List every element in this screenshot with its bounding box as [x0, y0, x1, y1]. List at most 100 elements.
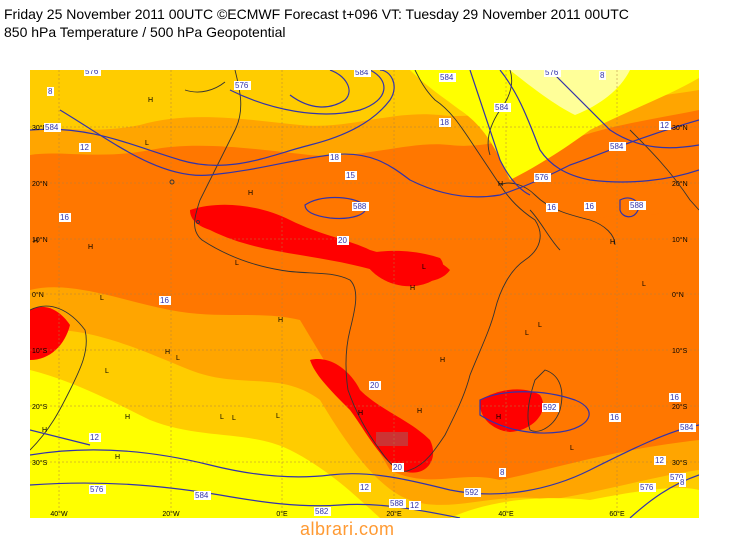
temperature-label-bg	[337, 236, 349, 245]
lat-label-right: 20°N	[672, 180, 688, 188]
temperature-label: 8	[500, 468, 505, 477]
temperature-label: 8	[680, 478, 685, 487]
arabia-coast	[499, 182, 616, 246]
temperature-label: 18	[440, 118, 449, 127]
temperature-label: 16	[60, 213, 69, 222]
temperature-label-bg	[79, 143, 91, 152]
africa-coast	[194, 69, 541, 472]
geopotential-label: 576	[90, 485, 104, 494]
pressure-mark: H	[115, 454, 120, 461]
lon-label-bottom: 60°E	[609, 510, 625, 518]
geopotential-label: 576	[535, 173, 549, 182]
geopotential-label: 576	[640, 483, 654, 492]
temperature-label-bg	[409, 501, 421, 510]
geopotential-label: 584	[195, 491, 209, 500]
contour-584	[59, 109, 700, 198]
graticule	[30, 70, 699, 518]
geopotential-label-bg	[314, 507, 331, 516]
temperature-label-bg	[499, 468, 506, 477]
geopotential-label-bg	[629, 201, 646, 210]
pressure-mark: L	[570, 445, 574, 452]
lat-label-right: 10°S	[672, 347, 688, 355]
pressure-mark: H	[410, 285, 415, 292]
temperature-label: 16	[160, 296, 169, 305]
pressure-mark: H	[248, 190, 253, 197]
red-sea-coast	[529, 209, 561, 251]
temperature-label-bg	[369, 381, 381, 390]
geopotential-label: 584	[495, 103, 509, 112]
temp-band-pale	[510, 70, 630, 115]
contour-576-ne	[549, 69, 700, 149]
contour-584-south	[29, 424, 700, 495]
pressure-mark: L	[642, 281, 646, 288]
temperature-label: 12	[660, 121, 669, 130]
pressure-mark: L	[235, 260, 239, 267]
temperature-label: 20	[338, 236, 347, 245]
lat-label-left: 10°N	[32, 236, 48, 244]
temperature-label: 8	[48, 87, 53, 96]
geopotential-label: 588	[630, 201, 644, 210]
temperature-label-bg	[159, 296, 171, 305]
geopotential-label-bg	[234, 81, 251, 90]
temperature-label-bg	[654, 456, 666, 465]
geopotential-label: 570	[670, 473, 684, 482]
brazil-hot-core	[30, 306, 70, 360]
pressure-mark: H	[125, 414, 130, 421]
pressure-mark: L	[232, 415, 236, 422]
pressure-mark: L	[538, 322, 542, 329]
pressure-mark: H	[440, 357, 445, 364]
temp-band-southeast-light	[450, 488, 699, 518]
temperature-label: 8	[600, 71, 605, 80]
geopotential-label: 588	[390, 499, 404, 508]
map-labels: 40°W20°W0°E20°E40°E60°E40°W20°W0°E20°E40…	[32, 62, 696, 518]
iberia-coast	[184, 81, 226, 93]
pressure-mark: L	[422, 264, 426, 271]
lat-label-left: 30°S	[32, 459, 48, 467]
pressure-mark: L	[220, 414, 224, 421]
india-coast	[629, 129, 700, 211]
map-canvas: 40°W20°W0°E20°E40°E60°E40°W20°W0°E20°E40…	[29, 62, 700, 519]
chart-subtitle: 850 hPa Temperature / 500 hPa Geopotenti…	[4, 24, 286, 40]
temperature-label: 12	[90, 433, 99, 442]
watermark: albrari.com	[300, 519, 395, 539]
lat-label-left: 20°N	[32, 180, 48, 188]
geopotential-label-bg	[534, 173, 551, 182]
geopotential-label-bg	[352, 202, 369, 211]
temperature-label-bg	[329, 153, 341, 162]
geopotential-label: 584	[440, 73, 454, 82]
temperature-label: 12	[80, 143, 89, 152]
temperature-label: 20	[370, 381, 379, 390]
lat-label-right: 10°N	[672, 236, 688, 244]
pressure-mark: H	[498, 181, 503, 188]
geopotential-label-bg	[89, 485, 106, 494]
pressure-mark: L	[100, 295, 104, 302]
central-africa-hot-core	[360, 250, 444, 287]
geopotential-label: 576	[235, 81, 249, 90]
geopotential-label: 588	[353, 202, 367, 211]
temperature-label-bg	[679, 478, 686, 487]
temperature-label: 16	[547, 203, 556, 212]
temperature-label-bg	[659, 121, 671, 130]
geopotential-label-bg	[439, 73, 456, 82]
contour-592-madagascar	[479, 391, 590, 434]
contour-588-india-loop	[619, 197, 639, 218]
geopotential-label: 584	[45, 123, 59, 132]
lat-label-left: 10°S	[32, 347, 48, 355]
temperature-label: 18	[330, 153, 339, 162]
temperature-label-bg	[392, 463, 404, 472]
contour-576-east	[469, 69, 531, 196]
geopotential-label: 584	[355, 70, 369, 77]
lat-label-right: 30°S	[672, 459, 688, 467]
geopotential-label: 576	[85, 70, 99, 76]
lat-label-right: 0°N	[672, 291, 684, 299]
geopotential-label: 584	[610, 142, 624, 151]
temperature-label: 16	[610, 413, 619, 422]
pressure-mark: H	[278, 317, 283, 324]
temperature-label-bg	[89, 433, 101, 442]
temp-band-arabia-light	[410, 70, 699, 180]
weather-map[interactable]: 40°W20°W0°E20°E40°E60°E40°W20°W0°E20°E40…	[29, 62, 700, 519]
geopotential-label-bg	[44, 123, 61, 132]
geopotential-label: 582	[315, 507, 329, 516]
temperature-label: 20	[393, 463, 402, 472]
temperature-label-bg	[609, 413, 621, 422]
